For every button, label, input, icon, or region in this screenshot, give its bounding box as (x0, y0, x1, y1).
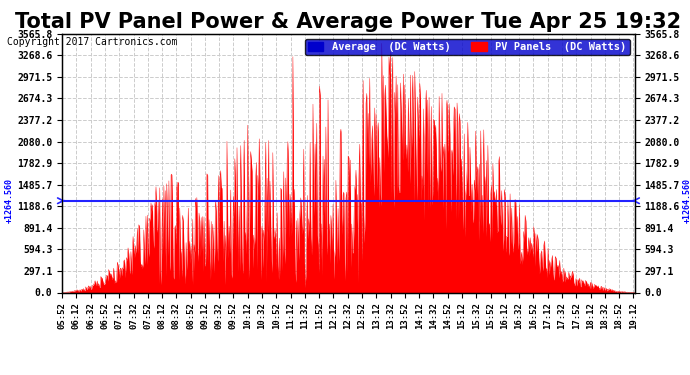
Text: Copyright 2017 Cartronics.com: Copyright 2017 Cartronics.com (7, 37, 177, 47)
Title: Total PV Panel Power & Average Power Tue Apr 25 19:32: Total PV Panel Power & Average Power Tue… (15, 12, 682, 32)
Text: +1264.560: +1264.560 (5, 178, 14, 223)
Legend: Average  (DC Watts), PV Panels  (DC Watts): Average (DC Watts), PV Panels (DC Watts) (304, 39, 629, 56)
Text: +1264.560: +1264.560 (683, 178, 690, 223)
